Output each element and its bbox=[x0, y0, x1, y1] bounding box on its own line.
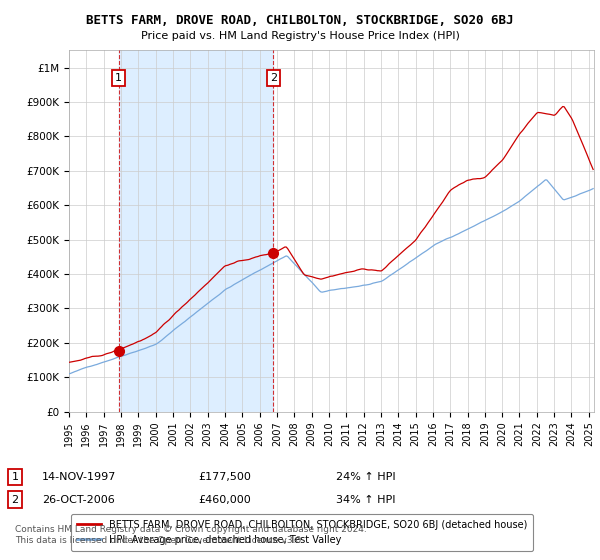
Legend: BETTS FARM, DROVE ROAD, CHILBOLTON, STOCKBRIDGE, SO20 6BJ (detached house), HPI:: BETTS FARM, DROVE ROAD, CHILBOLTON, STOC… bbox=[71, 514, 533, 550]
Text: £460,000: £460,000 bbox=[198, 494, 251, 505]
Text: 1: 1 bbox=[11, 472, 19, 482]
Text: £177,500: £177,500 bbox=[198, 472, 251, 482]
Text: 26-OCT-2006: 26-OCT-2006 bbox=[42, 494, 115, 505]
Text: 1: 1 bbox=[115, 73, 122, 83]
Text: BETTS FARM, DROVE ROAD, CHILBOLTON, STOCKBRIDGE, SO20 6BJ: BETTS FARM, DROVE ROAD, CHILBOLTON, STOC… bbox=[86, 14, 514, 27]
Text: Contains HM Land Registry data © Crown copyright and database right 2024.
This d: Contains HM Land Registry data © Crown c… bbox=[15, 525, 367, 545]
Text: 14-NOV-1997: 14-NOV-1997 bbox=[42, 472, 116, 482]
Bar bbox=[119, 50, 273, 412]
Text: 24% ↑ HPI: 24% ↑ HPI bbox=[336, 472, 395, 482]
Text: 34% ↑ HPI: 34% ↑ HPI bbox=[336, 494, 395, 505]
Text: Price paid vs. HM Land Registry's House Price Index (HPI): Price paid vs. HM Land Registry's House … bbox=[140, 31, 460, 41]
Text: 2: 2 bbox=[270, 73, 277, 83]
Text: 2: 2 bbox=[11, 494, 19, 505]
